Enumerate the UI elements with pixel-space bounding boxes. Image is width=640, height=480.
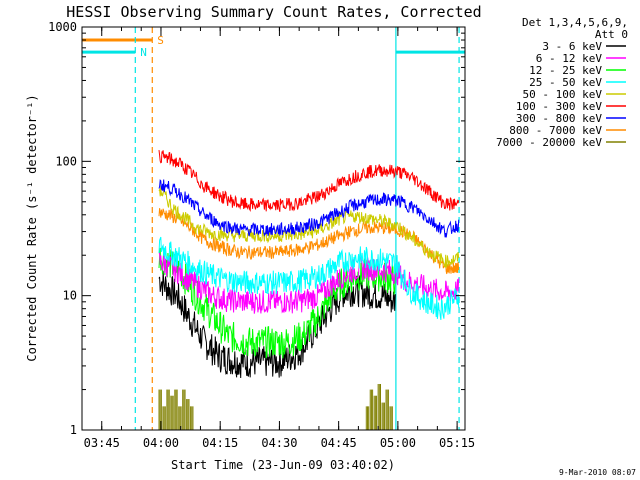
flag-bars: SN xyxy=(82,34,465,59)
legend-label: 300 - 800 keV xyxy=(516,112,602,125)
chart-title: HESSI Observing Summary Count Rates, Cor… xyxy=(66,3,481,21)
series-2 xyxy=(158,247,396,359)
legend-label: 100 - 300 keV xyxy=(516,100,602,113)
y-axis-label: Corrected Count Rate (s⁻¹ detector⁻¹) xyxy=(25,94,39,361)
x-axis: 03:45 04:00 04:15 04:30 04:45 05:00 05:15 xyxy=(84,27,475,450)
y-tick-label: 100 xyxy=(55,154,77,168)
series-5 xyxy=(158,150,460,212)
series-line xyxy=(158,247,396,359)
series-line xyxy=(158,179,460,238)
x-tick-label: 04:45 xyxy=(321,436,357,450)
series-0 xyxy=(158,270,396,379)
y-tick-label: 1 xyxy=(70,423,77,437)
flag-label: S xyxy=(157,34,164,47)
legend-label: 800 - 7000 keV xyxy=(509,124,602,137)
legend-label: 50 - 100 keV xyxy=(523,88,603,101)
legend-label: 6 - 12 keV xyxy=(536,52,603,65)
x-tick-label: 03:45 xyxy=(84,436,120,450)
y-tick-label: 10 xyxy=(63,289,77,303)
x-tick-label: 04:30 xyxy=(261,436,297,450)
series-line xyxy=(158,185,460,268)
series-4 xyxy=(158,185,460,268)
x-tick-label: 05:00 xyxy=(380,436,416,450)
series-line xyxy=(158,236,460,320)
series-line xyxy=(158,150,460,212)
y-tick-label: 1000 xyxy=(48,20,77,34)
legend-label: 3 - 6 keV xyxy=(542,40,602,53)
legend-label: 7000 - 20000 keV xyxy=(496,136,602,149)
legend-label: 25 - 50 keV xyxy=(529,76,602,89)
flag-label: N xyxy=(140,46,147,59)
date-stamp: 9-Mar-2010 08:07 xyxy=(559,468,636,477)
plot-frame xyxy=(81,26,466,431)
legend-label: 12 - 25 keV xyxy=(529,64,602,77)
x-tick-label: 04:15 xyxy=(202,436,238,450)
x-tick-label: 04:00 xyxy=(143,436,179,450)
x-axis-label: Start Time (23-Jun-09 03:40:02) xyxy=(171,458,395,472)
series-line xyxy=(158,270,396,379)
series-8 xyxy=(158,384,393,430)
data-series xyxy=(158,150,460,430)
y-axis: 1 10 100 1000 xyxy=(48,20,465,437)
x-tick-label: 05:15 xyxy=(439,436,475,450)
legend-header-line-2: Att 0 xyxy=(595,28,628,41)
series-6 xyxy=(158,179,460,238)
legend-header-line-1: Det 1,3,4,5,6,9, xyxy=(522,16,628,29)
series-3 xyxy=(158,236,460,320)
